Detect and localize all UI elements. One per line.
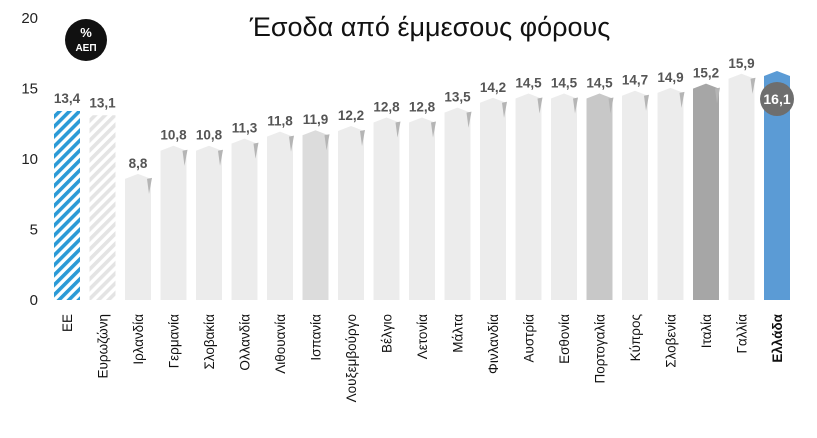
x-label-20: Γαλλία — [735, 314, 750, 354]
bar-7 — [267, 131, 293, 300]
value-label-19: 15,2 — [693, 66, 719, 81]
value-label-17: 14,7 — [622, 73, 648, 88]
bar-10 — [373, 117, 400, 301]
bar-shoulder-16 — [608, 97, 614, 114]
bar-11 — [409, 117, 435, 301]
y-tick-label: 15 — [21, 81, 38, 98]
bar-20 — [728, 73, 755, 300]
bar-shoulder-3 — [147, 177, 152, 194]
bar-12 — [444, 107, 471, 301]
bar-2 — [89, 115, 116, 300]
x-label-9: Λουξεμβούργο — [344, 314, 359, 402]
bar-shoulder-14 — [537, 97, 543, 114]
y-axis: 0 5 10 15 20 — [21, 10, 38, 309]
x-label-19: Ιταλία — [699, 314, 714, 348]
bars — [54, 70, 790, 301]
x-label-4: Γερμανία — [167, 314, 182, 368]
value-label-4: 10,8 — [160, 128, 187, 143]
value-label-13: 14,2 — [480, 80, 506, 95]
bar-19 — [693, 83, 719, 301]
value-label-20: 15,9 — [728, 56, 754, 71]
bar-16 — [586, 93, 613, 300]
bar-4 — [160, 145, 187, 300]
x-label-21: Ελλάδα — [770, 313, 785, 362]
bar-5 — [196, 145, 222, 300]
x-label-11: Λετονία — [415, 314, 430, 359]
x-label-5: Σλοβακία — [202, 314, 217, 370]
value-label-15: 14,5 — [551, 76, 578, 91]
bar-6 — [231, 138, 258, 300]
x-label-13: Φινλανδία — [486, 314, 501, 374]
x-label-1: ΕΕ — [60, 314, 75, 332]
y-tick-label: 0 — [30, 292, 38, 309]
value-label-2: 13,1 — [89, 95, 116, 110]
x-label-18: Σλοβενία — [664, 314, 679, 368]
value-label-6: 11,3 — [232, 121, 258, 136]
y-tick-label: 10 — [21, 151, 38, 168]
bar-shoulder-8 — [324, 134, 330, 151]
bar-shoulder-4 — [182, 149, 188, 166]
bar-17 — [622, 90, 648, 300]
value-label-11: 12,8 — [409, 100, 436, 115]
bar-shoulder-17 — [644, 94, 649, 111]
bar-shoulder-7 — [289, 135, 294, 152]
x-label-12: Μάλτα — [451, 314, 466, 353]
bar-shoulder-11 — [431, 121, 436, 138]
value-label-7: 11,8 — [267, 114, 293, 129]
x-label-17: Κύπρος — [628, 314, 643, 362]
bar-shoulder-5 — [218, 149, 223, 166]
bar-shoulder-9 — [360, 129, 365, 146]
bar-21 — [764, 70, 790, 301]
bar-shoulder-19 — [715, 87, 720, 104]
value-label-5: 10,8 — [196, 128, 223, 143]
x-label-8: Ισπανία — [309, 314, 324, 361]
highlight-value-label: 16,1 — [763, 91, 790, 107]
value-label-10: 12,8 — [373, 100, 400, 115]
bar-9 — [338, 125, 364, 300]
bar-shoulder-15 — [573, 97, 578, 114]
unit-badge-symbol: % — [80, 25, 92, 40]
value-labels: 13,4 13,1 8,8 10,8 10,8 11,3 11,8 11,9 12,2 12,8 1… — [54, 56, 755, 171]
x-label-2: Ευρωζώνη — [96, 314, 111, 378]
value-label-18: 14,9 — [657, 70, 683, 85]
unit-badge-label: ΑΕΠ — [75, 43, 96, 54]
bar-1 — [54, 111, 80, 300]
bar-shoulder-18 — [679, 91, 685, 108]
value-label-9: 12,2 — [338, 108, 364, 123]
x-label-3: Ιρλανδία — [131, 314, 146, 365]
bar-3 — [125, 173, 151, 300]
x-label-15: Εσθονία — [557, 314, 572, 364]
x-label-16: Πορτογαλία — [593, 314, 608, 384]
value-label-1: 13,4 — [54, 91, 81, 106]
bar-15 — [551, 93, 577, 300]
bar-shoulder-13 — [502, 101, 507, 118]
x-label-14: Αυστρία — [522, 314, 537, 363]
bar-shoulder-12 — [466, 111, 472, 128]
x-axis-labels: ΕΕ Ευρωζώνη Ιρλανδία Γερμανία Σλοβακία Ολλανδ… — [60, 313, 785, 402]
x-label-6: Ολλανδία — [238, 314, 253, 371]
value-label-14: 14,5 — [515, 76, 542, 91]
value-label-16: 14,5 — [586, 76, 613, 91]
bar-8 — [302, 130, 329, 300]
value-label-3: 8,8 — [129, 156, 148, 171]
chart-title: Έσοδα από έμμεσους φόρους — [249, 12, 611, 42]
bar-shoulder-20 — [750, 77, 756, 94]
highlight-badge: 16,1 — [760, 81, 794, 116]
bar-14 — [515, 93, 542, 300]
x-label-10: Βέλγιο — [380, 314, 395, 353]
bar-18 — [657, 87, 684, 300]
y-tick-label: 20 — [21, 10, 38, 27]
unit-badge: % ΑΕΠ — [65, 19, 107, 61]
unit-badge-circle — [65, 19, 107, 61]
value-label-12: 13,5 — [444, 90, 471, 105]
y-tick-label: 5 — [30, 222, 38, 239]
bar-13 — [480, 97, 506, 300]
bar-shoulder-6 — [253, 142, 259, 159]
x-label-7: Λιθουανία — [273, 314, 288, 374]
value-label-8: 11,9 — [303, 112, 329, 127]
highlight-badge-circle — [760, 81, 794, 116]
bar-shoulder-10 — [395, 121, 401, 138]
